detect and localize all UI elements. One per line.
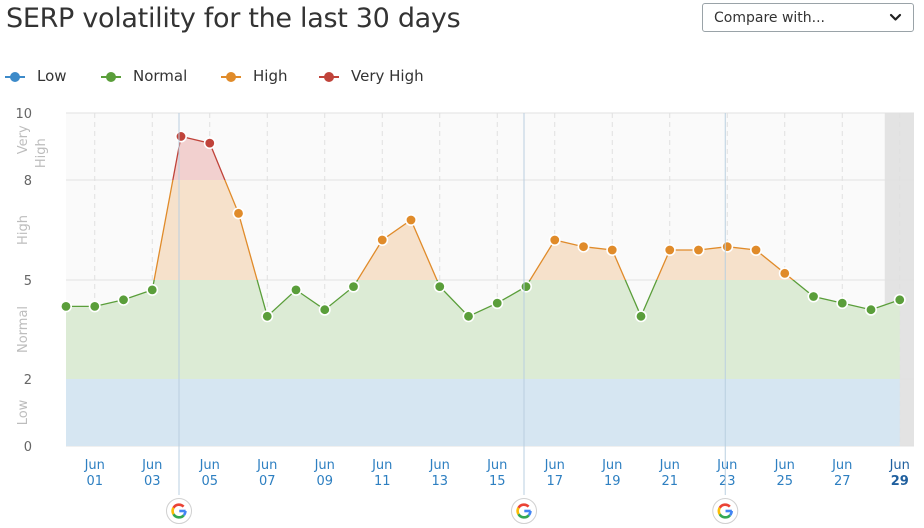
data-point — [261, 310, 274, 323]
x-tick-day: 25 — [776, 474, 793, 489]
x-tick-month: Jun — [256, 458, 277, 473]
x-tick-month: Jun — [429, 458, 450, 473]
data-point — [807, 290, 820, 303]
x-tick-month: Jun — [774, 458, 795, 473]
data-point — [519, 280, 532, 293]
chevron-down-icon — [889, 11, 902, 29]
legend-label-low: Low — [37, 67, 67, 85]
x-tick-day: 17 — [546, 474, 563, 489]
data-point — [491, 297, 504, 310]
band-label: High — [16, 215, 31, 245]
legend-label-very-high: Very High — [351, 67, 424, 85]
data-point — [864, 303, 877, 316]
area-fill-normal — [66, 280, 900, 379]
data-point — [692, 244, 705, 257]
y-tick-label: 0 — [24, 440, 32, 455]
x-tick-day: 07 — [259, 474, 276, 489]
y-tick-label: 5 — [24, 274, 32, 289]
band-label: High — [34, 138, 49, 168]
legend-marker-low — [5, 72, 25, 82]
data-point — [548, 234, 561, 247]
legend-marker-very-high — [319, 72, 339, 82]
x-tick-month: Jun — [486, 458, 507, 473]
data-point — [893, 293, 906, 306]
data-point — [318, 303, 331, 316]
x-tick-month: Jun — [544, 458, 565, 473]
area-fill-high — [154, 180, 794, 280]
x-tick-day: 13 — [431, 474, 448, 489]
x-tick-day: 01 — [86, 474, 103, 489]
x-tick-month: Jun — [141, 458, 162, 473]
x-tick-day: 21 — [661, 474, 678, 489]
x-tick-month: Jun — [371, 458, 392, 473]
x-tick-month: Jun — [84, 458, 105, 473]
google-update-badge — [166, 498, 192, 524]
data-point — [462, 310, 475, 323]
band-label: Very — [16, 125, 31, 154]
data-point — [836, 297, 849, 310]
google-g-icon[interactable] — [171, 503, 187, 519]
compare-with-label: Compare with... — [714, 10, 826, 26]
data-point — [634, 310, 647, 323]
page-title: SERP volatility for the last 30 days — [6, 3, 461, 34]
series-line-high — [153, 180, 795, 280]
x-tick-day: 03 — [144, 474, 161, 489]
data-point — [663, 244, 676, 257]
compare-with-dropdown[interactable]: Compare with... — [702, 3, 914, 32]
google-g-icon[interactable] — [717, 503, 733, 519]
area-fill-very-high — [172, 136, 225, 180]
x-tick-month: Jun — [831, 458, 852, 473]
data-point — [749, 244, 762, 257]
band-label: Low — [16, 399, 31, 425]
data-point — [404, 214, 417, 227]
data-point — [778, 267, 791, 280]
data-point — [146, 283, 159, 296]
x-tick-day: 09 — [316, 474, 333, 489]
legend-marker-high — [221, 72, 241, 82]
legend-label-normal: Normal — [133, 67, 188, 85]
data-point — [232, 207, 245, 220]
x-tick-day: 27 — [834, 474, 851, 489]
y-tick-label: 2 — [24, 373, 32, 388]
x-tick-day: 29 — [891, 474, 909, 489]
x-tick-day: 11 — [374, 474, 391, 489]
data-point — [175, 130, 188, 143]
data-point — [577, 240, 590, 253]
google-update-badge — [712, 498, 739, 524]
legend-marker-normal — [101, 72, 121, 82]
x-tick-day: 15 — [489, 474, 506, 489]
data-point — [376, 234, 389, 247]
data-point — [606, 244, 619, 257]
data-point — [289, 283, 302, 296]
x-tick-month: Jun — [716, 458, 737, 473]
x-tick-month: Jun — [889, 458, 910, 473]
x-tick-month: Jun — [199, 458, 220, 473]
band-label: Normal — [16, 306, 31, 353]
x-tick-day: 23 — [719, 474, 736, 489]
x-tick-day: 05 — [201, 474, 218, 489]
y-tick-label: 10 — [15, 107, 32, 122]
data-point — [721, 240, 734, 253]
data-point — [433, 280, 446, 293]
area-fill-low — [66, 379, 900, 446]
series-line-normal — [66, 280, 901, 318]
x-tick-month: Jun — [601, 458, 622, 473]
x-tick-month: Jun — [314, 458, 335, 473]
google-update-badge — [511, 498, 537, 524]
legend-label-high: High — [253, 67, 288, 85]
google-g-icon[interactable] — [516, 503, 532, 519]
data-point — [203, 137, 216, 150]
data-point — [88, 300, 101, 313]
data-point — [347, 280, 360, 293]
x-tick-month: Jun — [659, 458, 680, 473]
y-tick-label: 8 — [24, 174, 32, 189]
data-point — [117, 293, 130, 306]
x-tick-day: 19 — [604, 474, 621, 489]
data-point — [59, 300, 72, 313]
